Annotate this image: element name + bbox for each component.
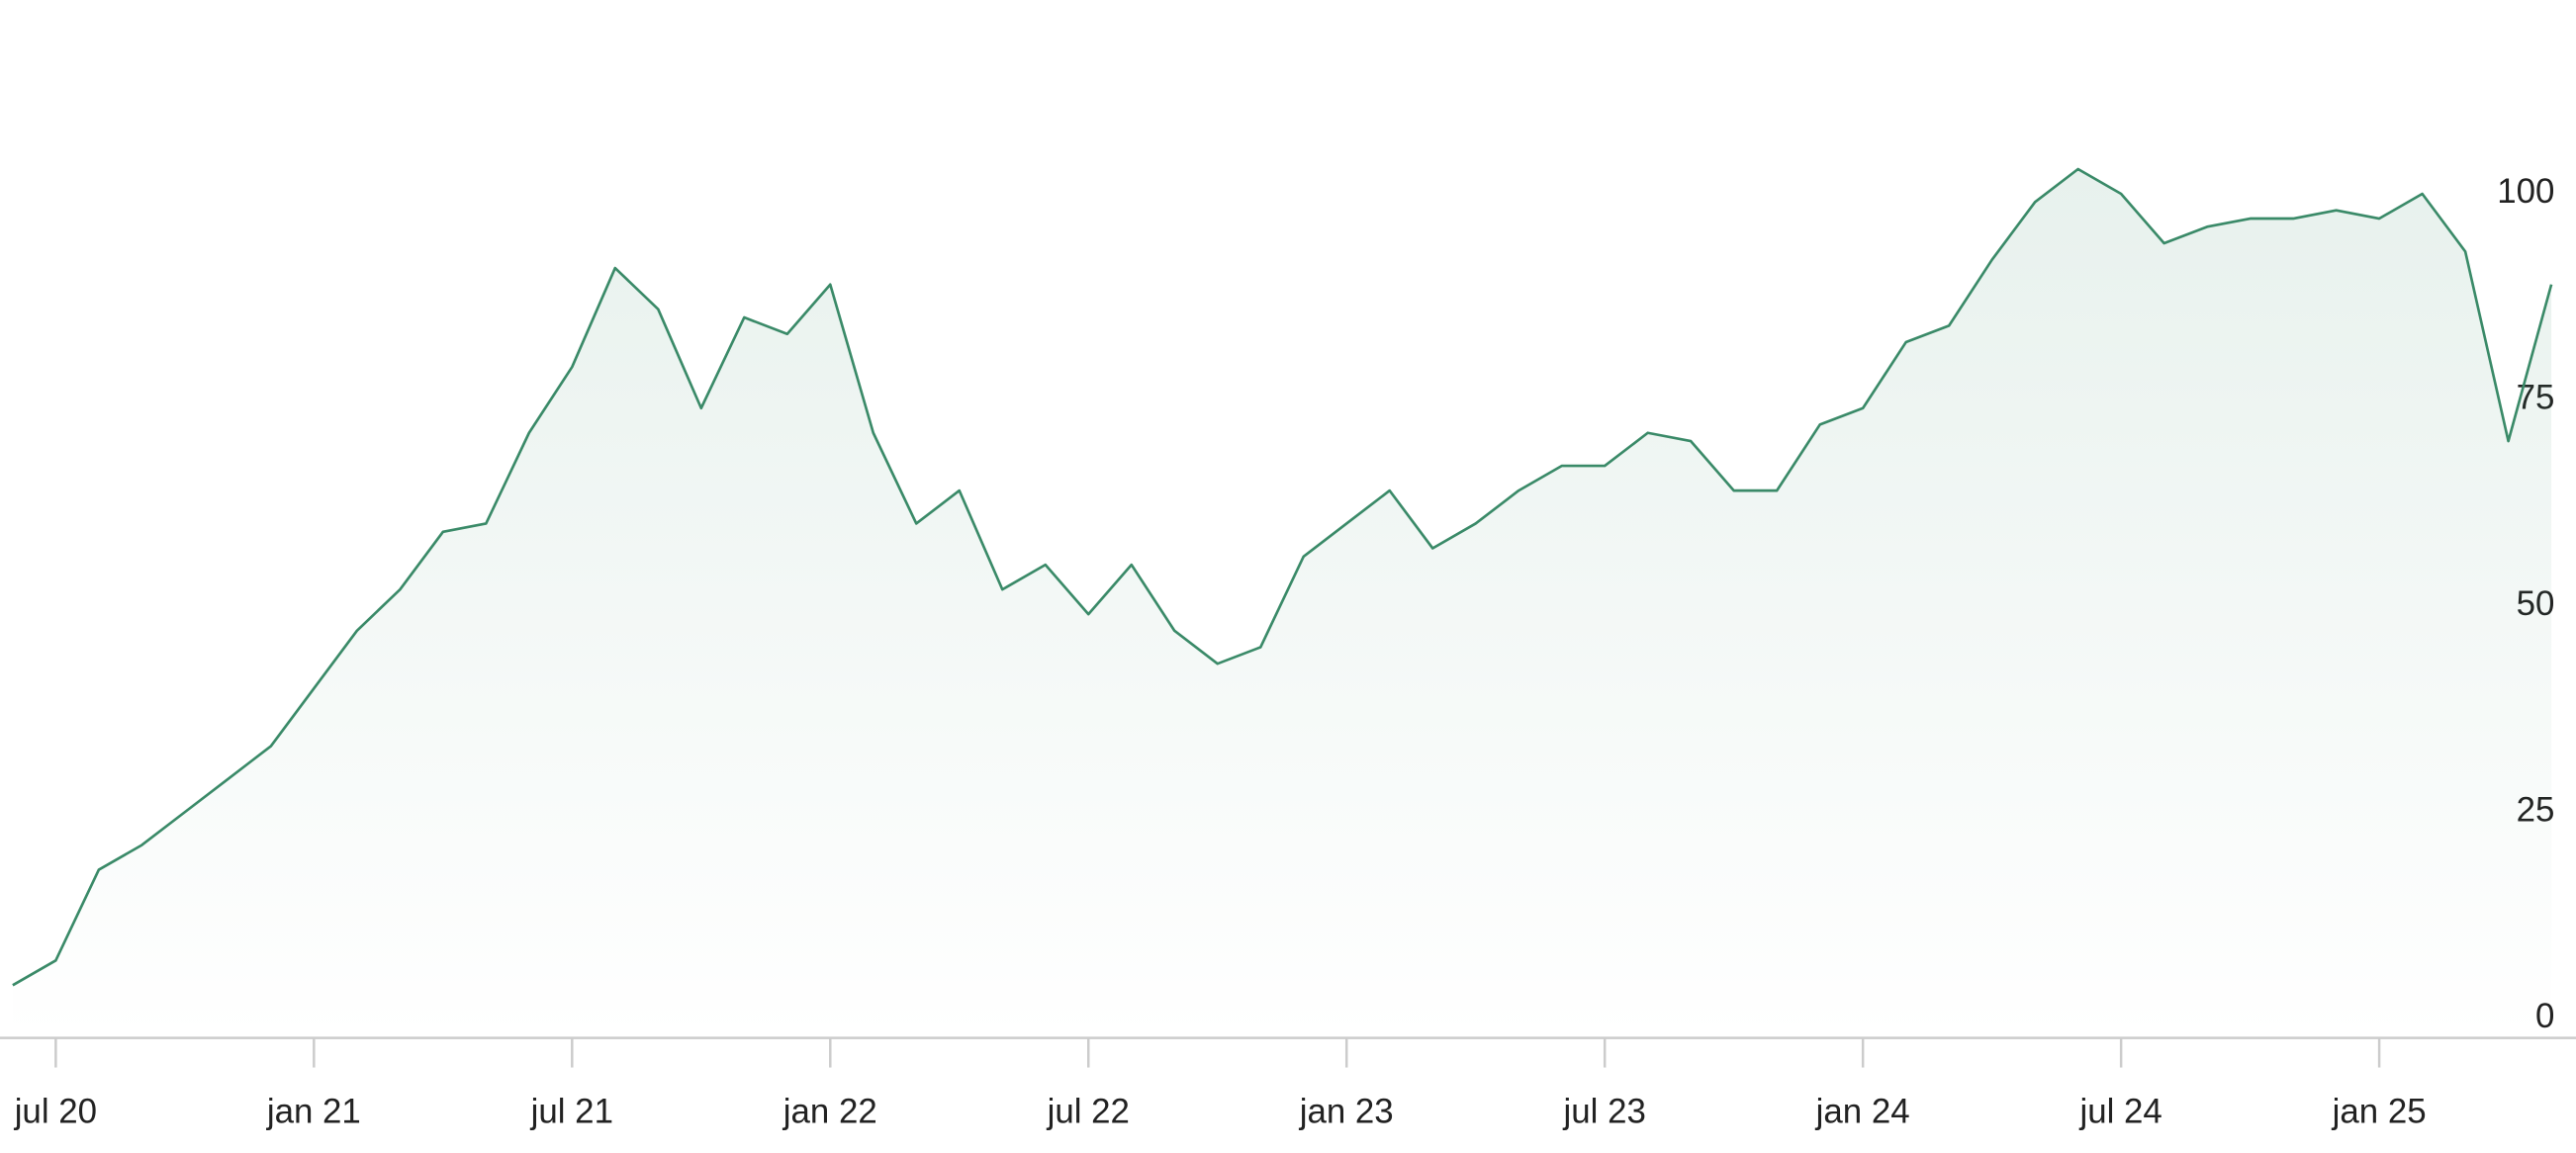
x-tick-label: jan 21 — [266, 1092, 361, 1130]
x-tick-label: jan 23 — [1299, 1092, 1394, 1130]
x-tick-label: jul 22 — [1047, 1092, 1130, 1130]
x-tick-label: jan 22 — [782, 1092, 877, 1130]
x-tick-label: jan 24 — [1815, 1092, 1910, 1130]
x-tick-label: jul 21 — [530, 1092, 613, 1130]
x-tick-label: jan 25 — [2332, 1092, 2427, 1130]
line — [12, 167, 2553, 987]
x-tick-label: jul 23 — [1563, 1092, 1646, 1130]
x-tick-label: jul 24 — [2078, 1092, 2162, 1130]
x-tick-label: jul 20 — [14, 1092, 97, 1130]
y-tick-label: 100 — [2497, 172, 2554, 211]
